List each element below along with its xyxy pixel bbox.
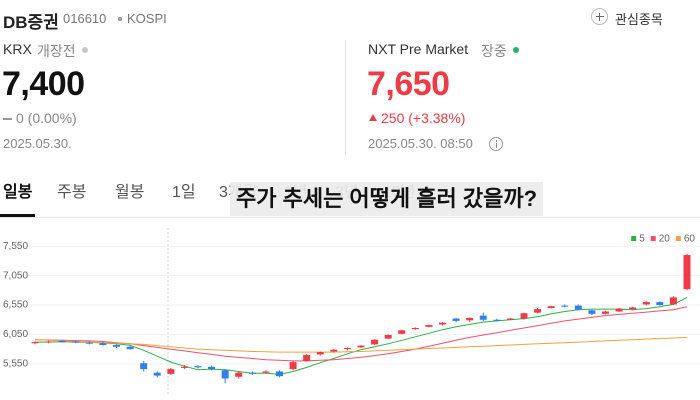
candle-body: [262, 371, 270, 373]
candle-body: [411, 327, 419, 330]
y-tick-label: 7,050: [3, 270, 28, 281]
y-tick-label: 6,050: [3, 329, 28, 340]
divider: [345, 40, 346, 155]
krx-change: 0 (0.00%): [16, 110, 77, 126]
candle-body: [398, 330, 406, 334]
krx-date: 2025.05.30.: [3, 136, 72, 151]
candle-body: [276, 371, 283, 377]
tab-border: [0, 217, 700, 218]
candle-body: [180, 366, 188, 368]
candle-body: [520, 313, 528, 319]
watch-button[interactable]: 관심종목: [615, 12, 663, 27]
krx-status: 개장전: [37, 43, 76, 59]
candle-body: [153, 372, 161, 376]
candle-body: [669, 297, 677, 305]
candle-body: [221, 370, 229, 379]
candle-body: [208, 366, 216, 370]
candle-body: [303, 355, 311, 361]
candle-body: [248, 372, 256, 374]
candle-body: [58, 340, 66, 343]
candle-body: [384, 335, 392, 339]
legend-label: 60: [684, 234, 696, 245]
candle-body: [45, 341, 53, 343]
nxt-change: 250 (+3.38%): [381, 110, 466, 126]
candle-body: [656, 302, 664, 306]
y-tick-label: 7,550: [3, 241, 28, 252]
stock-name: DB증권: [3, 13, 59, 32]
status-dot: [82, 47, 88, 53]
nxt-price: 7,650: [367, 65, 450, 103]
legend-label: 5: [639, 234, 645, 245]
krx-label: KRX: [3, 41, 32, 57]
candle-body: [452, 318, 460, 321]
candle-body: [615, 308, 623, 312]
legend-swatch: [631, 236, 637, 241]
candle-body: [167, 369, 175, 374]
market: KOSPI: [127, 11, 167, 26]
candle-body: [629, 307, 637, 310]
overlay-caption: 주가 추세는 어떻게 흘러 갔을까?: [230, 182, 544, 216]
candle-body: [439, 322, 446, 325]
candle-body: [371, 339, 379, 345]
nxt-status: 장중: [481, 43, 507, 59]
candle-body: [85, 342, 93, 344]
period-tab[interactable]: 1일: [172, 184, 196, 201]
candle-body: [343, 347, 351, 350]
ma-line: [34, 336, 688, 353]
nxt-label: NXT Pre Market: [368, 41, 469, 57]
candle-body: [534, 309, 542, 313]
candle-body: [683, 255, 691, 290]
separator-dot: [118, 17, 122, 21]
candle-body: [642, 302, 650, 305]
status-dot: [513, 47, 519, 53]
y-tick-label: 6,550: [3, 300, 28, 311]
period-tab[interactable]: 주봉: [57, 184, 87, 201]
candle-body: [99, 343, 107, 346]
flat-icon: [3, 118, 12, 120]
candle-body: [493, 319, 501, 321]
info-icon[interactable]: [489, 137, 503, 151]
candle-body: [126, 346, 134, 350]
ma-line: [34, 306, 688, 362]
ma-line: [35, 296, 688, 375]
up-icon: [369, 114, 377, 121]
candle-body: [72, 341, 80, 343]
period-tab[interactable]: 일봉: [3, 184, 33, 201]
y-tick-label: 5,550: [3, 358, 28, 369]
candle-body: [235, 372, 243, 377]
candle-body: [561, 305, 569, 307]
candle-body: [479, 315, 487, 320]
candle-body: [289, 362, 297, 370]
legend-swatch: [650, 236, 656, 241]
candle-body: [425, 325, 433, 327]
candle-body: [466, 317, 474, 321]
period-tab[interactable]: 월봉: [115, 184, 145, 201]
legend-swatch: [675, 236, 681, 241]
candle-body: [140, 363, 148, 370]
candle-body: [194, 366, 202, 368]
candle-body: [506, 318, 514, 320]
legend-label: 20: [659, 234, 671, 245]
candle-body: [316, 352, 324, 355]
candle-body: [547, 306, 555, 308]
candle-body: [330, 349, 338, 352]
candle-body: [113, 345, 120, 347]
candle-body: [574, 305, 582, 310]
candle-body: [588, 310, 596, 314]
krx-price: 7,400: [2, 65, 85, 103]
active-tab-underline: [0, 214, 35, 217]
stock-code: 016610: [63, 11, 107, 26]
candle-body: [357, 345, 365, 348]
candle-body: [31, 342, 39, 344]
candle-body: [602, 311, 609, 314]
watch-icon[interactable]: [591, 8, 608, 25]
nxt-date: 2025.05.30. 08:50: [368, 136, 473, 151]
